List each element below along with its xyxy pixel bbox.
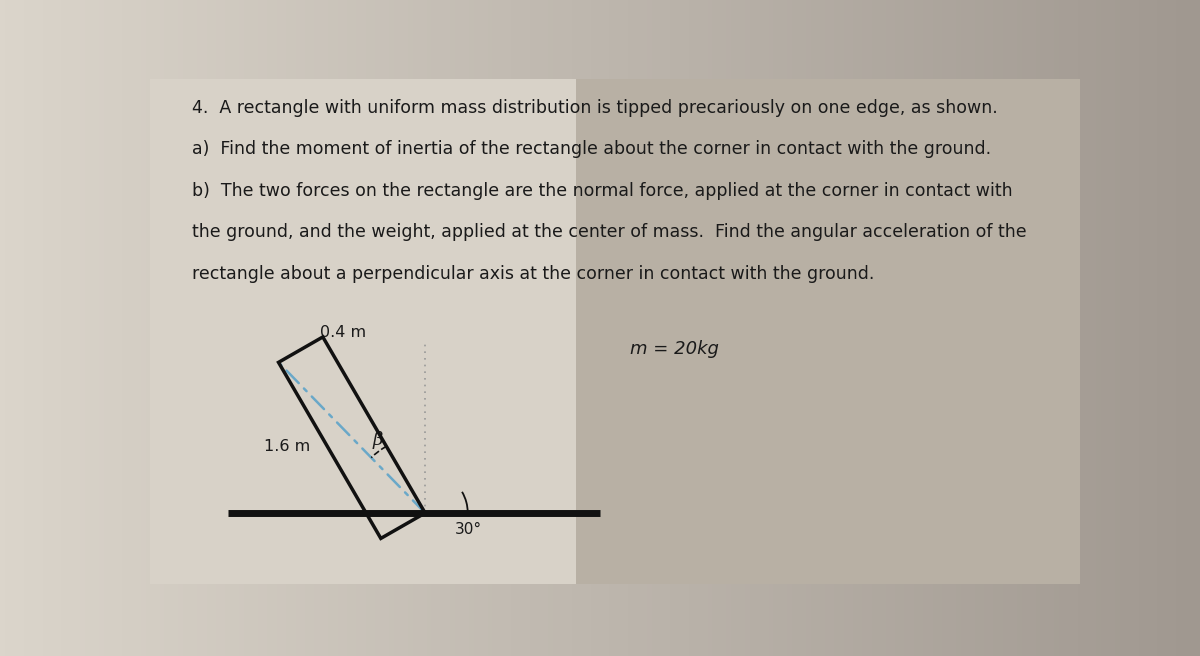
- Text: the ground, and the weight, applied at the center of mass.  Find the angular acc: the ground, and the weight, applied at t…: [192, 223, 1026, 241]
- Text: b)  The two forces on the rectangle are the normal force, applied at the corner : b) The two forces on the rectangle are t…: [192, 182, 1013, 200]
- Text: m = 20kg: m = 20kg: [630, 340, 719, 358]
- Text: 4.  A rectangle with uniform mass distribution is tipped precariously on one edg: 4. A rectangle with uniform mass distrib…: [192, 99, 997, 117]
- Text: 30°: 30°: [455, 522, 481, 537]
- Text: a)  Find the moment of inertia of the rectangle about the corner in contact with: a) Find the moment of inertia of the rec…: [192, 140, 991, 158]
- Bar: [150, 79, 576, 584]
- Text: rectangle about a perpendicular axis at the corner in contact with the ground.: rectangle about a perpendicular axis at …: [192, 264, 875, 283]
- Bar: [576, 79, 1080, 584]
- Text: 1.6 m: 1.6 m: [264, 439, 311, 454]
- Text: β: β: [373, 431, 383, 449]
- Text: 0.4 m: 0.4 m: [320, 325, 366, 340]
